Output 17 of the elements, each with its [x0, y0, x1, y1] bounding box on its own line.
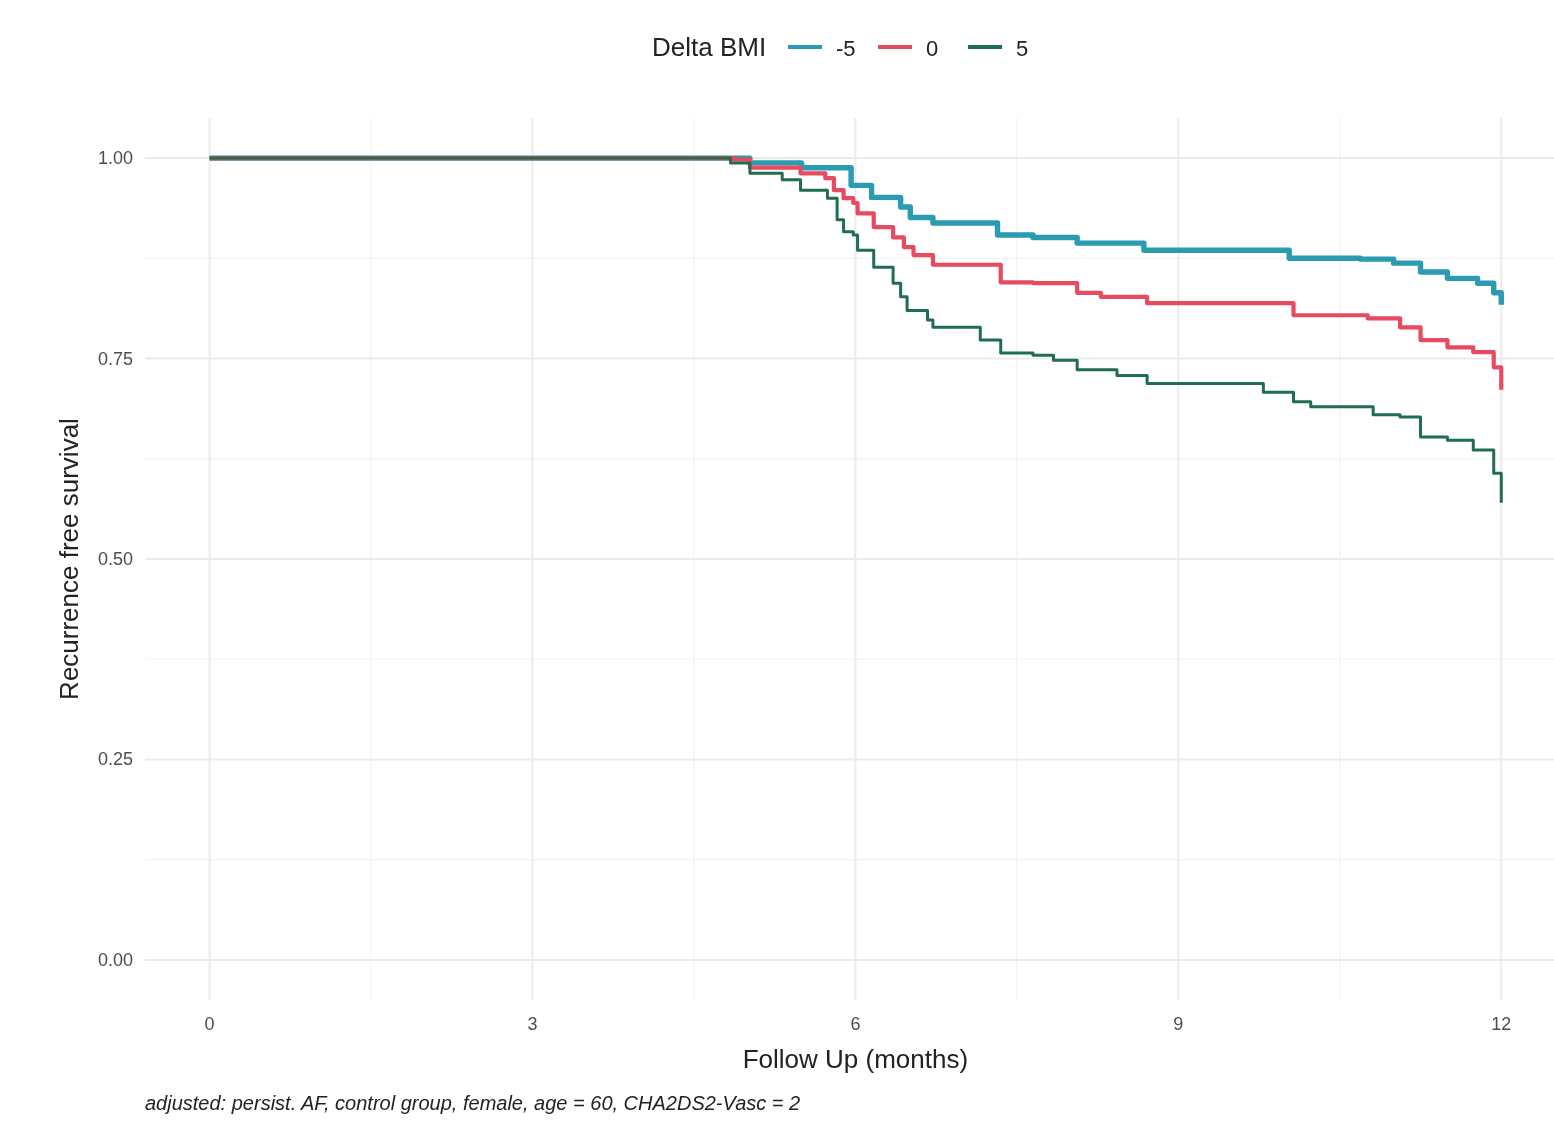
legend-title: Delta BMI — [652, 32, 767, 62]
y-tick-label: 1.00 — [97, 148, 133, 169]
x-tick-label: 9 — [1173, 1014, 1184, 1034]
y-tick-label: 0.50 — [97, 549, 133, 569]
x-tick-label: 0 — [204, 1014, 215, 1034]
legend-label: -5 — [836, 36, 856, 61]
legend-label: 5 — [1016, 36, 1029, 61]
x-tick-label: 12 — [1491, 1014, 1512, 1034]
y-tick-label: 0.75 — [97, 348, 133, 369]
y-tick-label: 0.00 — [97, 949, 133, 970]
x-axis-title: Follow Up (months) — [742, 1044, 969, 1074]
legend-label: 0 — [926, 36, 939, 61]
y-tick-label: 0.25 — [97, 749, 133, 770]
y-axis-title: Recurrence free survival — [54, 418, 84, 700]
x-tick-label: 3 — [527, 1014, 538, 1034]
text: adjusted: persist. AF, control group, female, age = 60, CHA2DS2-Vasc = 2 — [145, 1092, 801, 1114]
x-tick-label: 6 — [850, 1014, 861, 1034]
